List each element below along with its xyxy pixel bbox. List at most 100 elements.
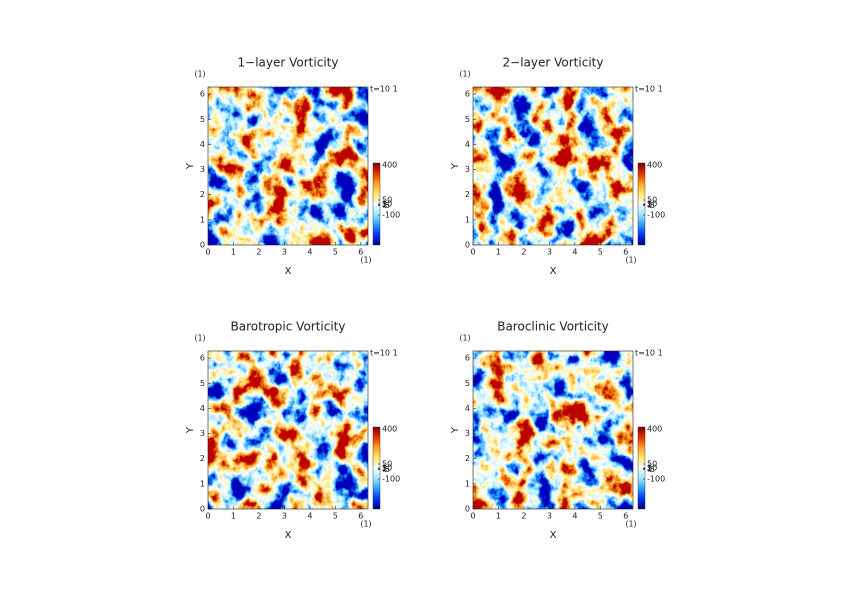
colorbar-tick-label: 1 <box>382 200 387 209</box>
vorticity-field <box>473 87 633 245</box>
x-tick-label: 1 <box>496 512 501 521</box>
x-tick-label: 0 <box>205 248 210 257</box>
y-axis-label: Y <box>450 426 461 434</box>
colorbar-tick-label: 400 <box>382 161 397 170</box>
y-tick-label: 1 <box>465 215 470 224</box>
y-unit: (1) <box>459 70 470 79</box>
x-axis-label: X <box>285 266 292 277</box>
plot-frame <box>472 86 634 246</box>
x-tick-label: 2 <box>256 248 261 257</box>
x-tick-label: 6 <box>358 248 363 257</box>
vorticity-field <box>208 87 368 245</box>
annotation: t=10 1 <box>635 349 663 358</box>
chart-title: 2−layer Vorticity <box>503 56 604 70</box>
x-tick-label: 5 <box>598 248 603 257</box>
x-axis-label: X <box>285 530 292 541</box>
x-tick-label: 4 <box>307 512 312 521</box>
x-tick-label: 1 <box>496 248 501 257</box>
vorticity-field <box>208 351 368 509</box>
x-tick-label: 6 <box>623 512 628 521</box>
y-tick-label: 0 <box>465 505 470 514</box>
y-axis-label: Y <box>185 426 196 434</box>
y-tick-label: 4 <box>465 140 470 149</box>
x-tick-label: 5 <box>333 512 338 521</box>
colorbar-tick-label: -100 <box>382 211 400 220</box>
y-tick-label: 5 <box>465 115 470 124</box>
x-tick-label: 2 <box>256 512 261 521</box>
y-tick-label: 1 <box>200 215 205 224</box>
annotation: t=10 1 <box>370 349 398 358</box>
annotation: t=10 1 <box>635 85 663 94</box>
y-unit: (1) <box>459 334 470 343</box>
x-tick-label: 4 <box>572 512 577 521</box>
x-tick-label: 6 <box>358 512 363 521</box>
vorticity-field <box>473 351 633 509</box>
y-tick-label: 3 <box>200 165 205 174</box>
colorbar-tick-label: 50 <box>647 460 657 469</box>
colorbar-tick-label: 5 <box>382 200 387 209</box>
y-tick-label: 1 <box>465 479 470 488</box>
x-axis-label: X <box>550 530 557 541</box>
colorbar-tick-label: -100 <box>647 211 665 220</box>
y-tick-label: 2 <box>200 190 205 199</box>
y-tick-label: 3 <box>200 429 205 438</box>
x-tick-label: 4 <box>572 248 577 257</box>
colorbar-tick-label: 1 <box>382 464 387 473</box>
y-unit: (1) <box>194 70 205 79</box>
x-tick-label: 2 <box>521 512 526 521</box>
colorbar-tick-label: -100 <box>382 475 400 484</box>
y-tick-label: 6 <box>200 90 205 99</box>
plot-frame <box>472 350 634 510</box>
y-tick-label: 0 <box>200 505 205 514</box>
x-axis-label: X <box>550 266 557 277</box>
colorbar-tick-label: 5 <box>382 464 387 473</box>
plot-frame <box>207 86 369 246</box>
x-tick-label: 5 <box>598 512 603 521</box>
colorbar-tick-label: -5 <box>647 465 655 474</box>
y-tick-label: 2 <box>465 190 470 199</box>
x-tick-label: 0 <box>205 512 210 521</box>
chart-title: 1−layer Vorticity <box>238 56 339 70</box>
x-tick-label: 3 <box>282 512 287 521</box>
colorbar-tick-label: -5 <box>382 465 390 474</box>
y-unit: (1) <box>194 334 205 343</box>
colorbar-tick-label: -5 <box>382 201 390 210</box>
colorbar-tick-label: 1 <box>647 464 652 473</box>
colorbar-tick-label: 400 <box>647 425 662 434</box>
y-tick-label: 6 <box>200 354 205 363</box>
chart-title: Baroclinic Vorticity <box>497 320 609 334</box>
colorbar-tick-label: 50 <box>647 196 657 205</box>
x-tick-label: 4 <box>307 248 312 257</box>
y-tick-label: 5 <box>465 379 470 388</box>
colorbar-tick-label: 50 <box>382 196 392 205</box>
y-tick-label: 4 <box>200 140 205 149</box>
x-tick-label: 0 <box>470 512 475 521</box>
x-tick-label: 3 <box>282 248 287 257</box>
y-tick-label: 5 <box>200 379 205 388</box>
colorbar-tick-label: 400 <box>647 161 662 170</box>
annotation: t=10 1 <box>370 85 398 94</box>
y-tick-label: 3 <box>465 165 470 174</box>
y-tick-label: 0 <box>465 241 470 250</box>
y-tick-label: 0 <box>200 241 205 250</box>
colorbar-tick-label: 50 <box>382 460 392 469</box>
y-axis-label: Y <box>450 162 461 170</box>
x-tick-label: 3 <box>547 512 552 521</box>
x-tick-label: 5 <box>333 248 338 257</box>
x-tick-label: 1 <box>231 512 236 521</box>
x-tick-label: 2 <box>521 248 526 257</box>
chart-title: Barotropic Vorticity <box>230 320 345 334</box>
colorbar-tick-label: 400 <box>382 425 397 434</box>
colorbar-tick-label: 10 <box>647 200 657 209</box>
colorbar-tick-label: -100 <box>647 475 665 484</box>
plot-frame <box>207 350 369 510</box>
x-tick-label: 1 <box>231 248 236 257</box>
colorbar-tick-label: 10 <box>382 464 392 473</box>
y-tick-label: 6 <box>465 354 470 363</box>
x-tick-label: 0 <box>470 248 475 257</box>
colorbar-tick-label: 5 <box>647 200 652 209</box>
y-tick-label: 4 <box>200 404 205 413</box>
y-tick-label: 6 <box>465 90 470 99</box>
x-unit: (1) <box>360 256 371 265</box>
